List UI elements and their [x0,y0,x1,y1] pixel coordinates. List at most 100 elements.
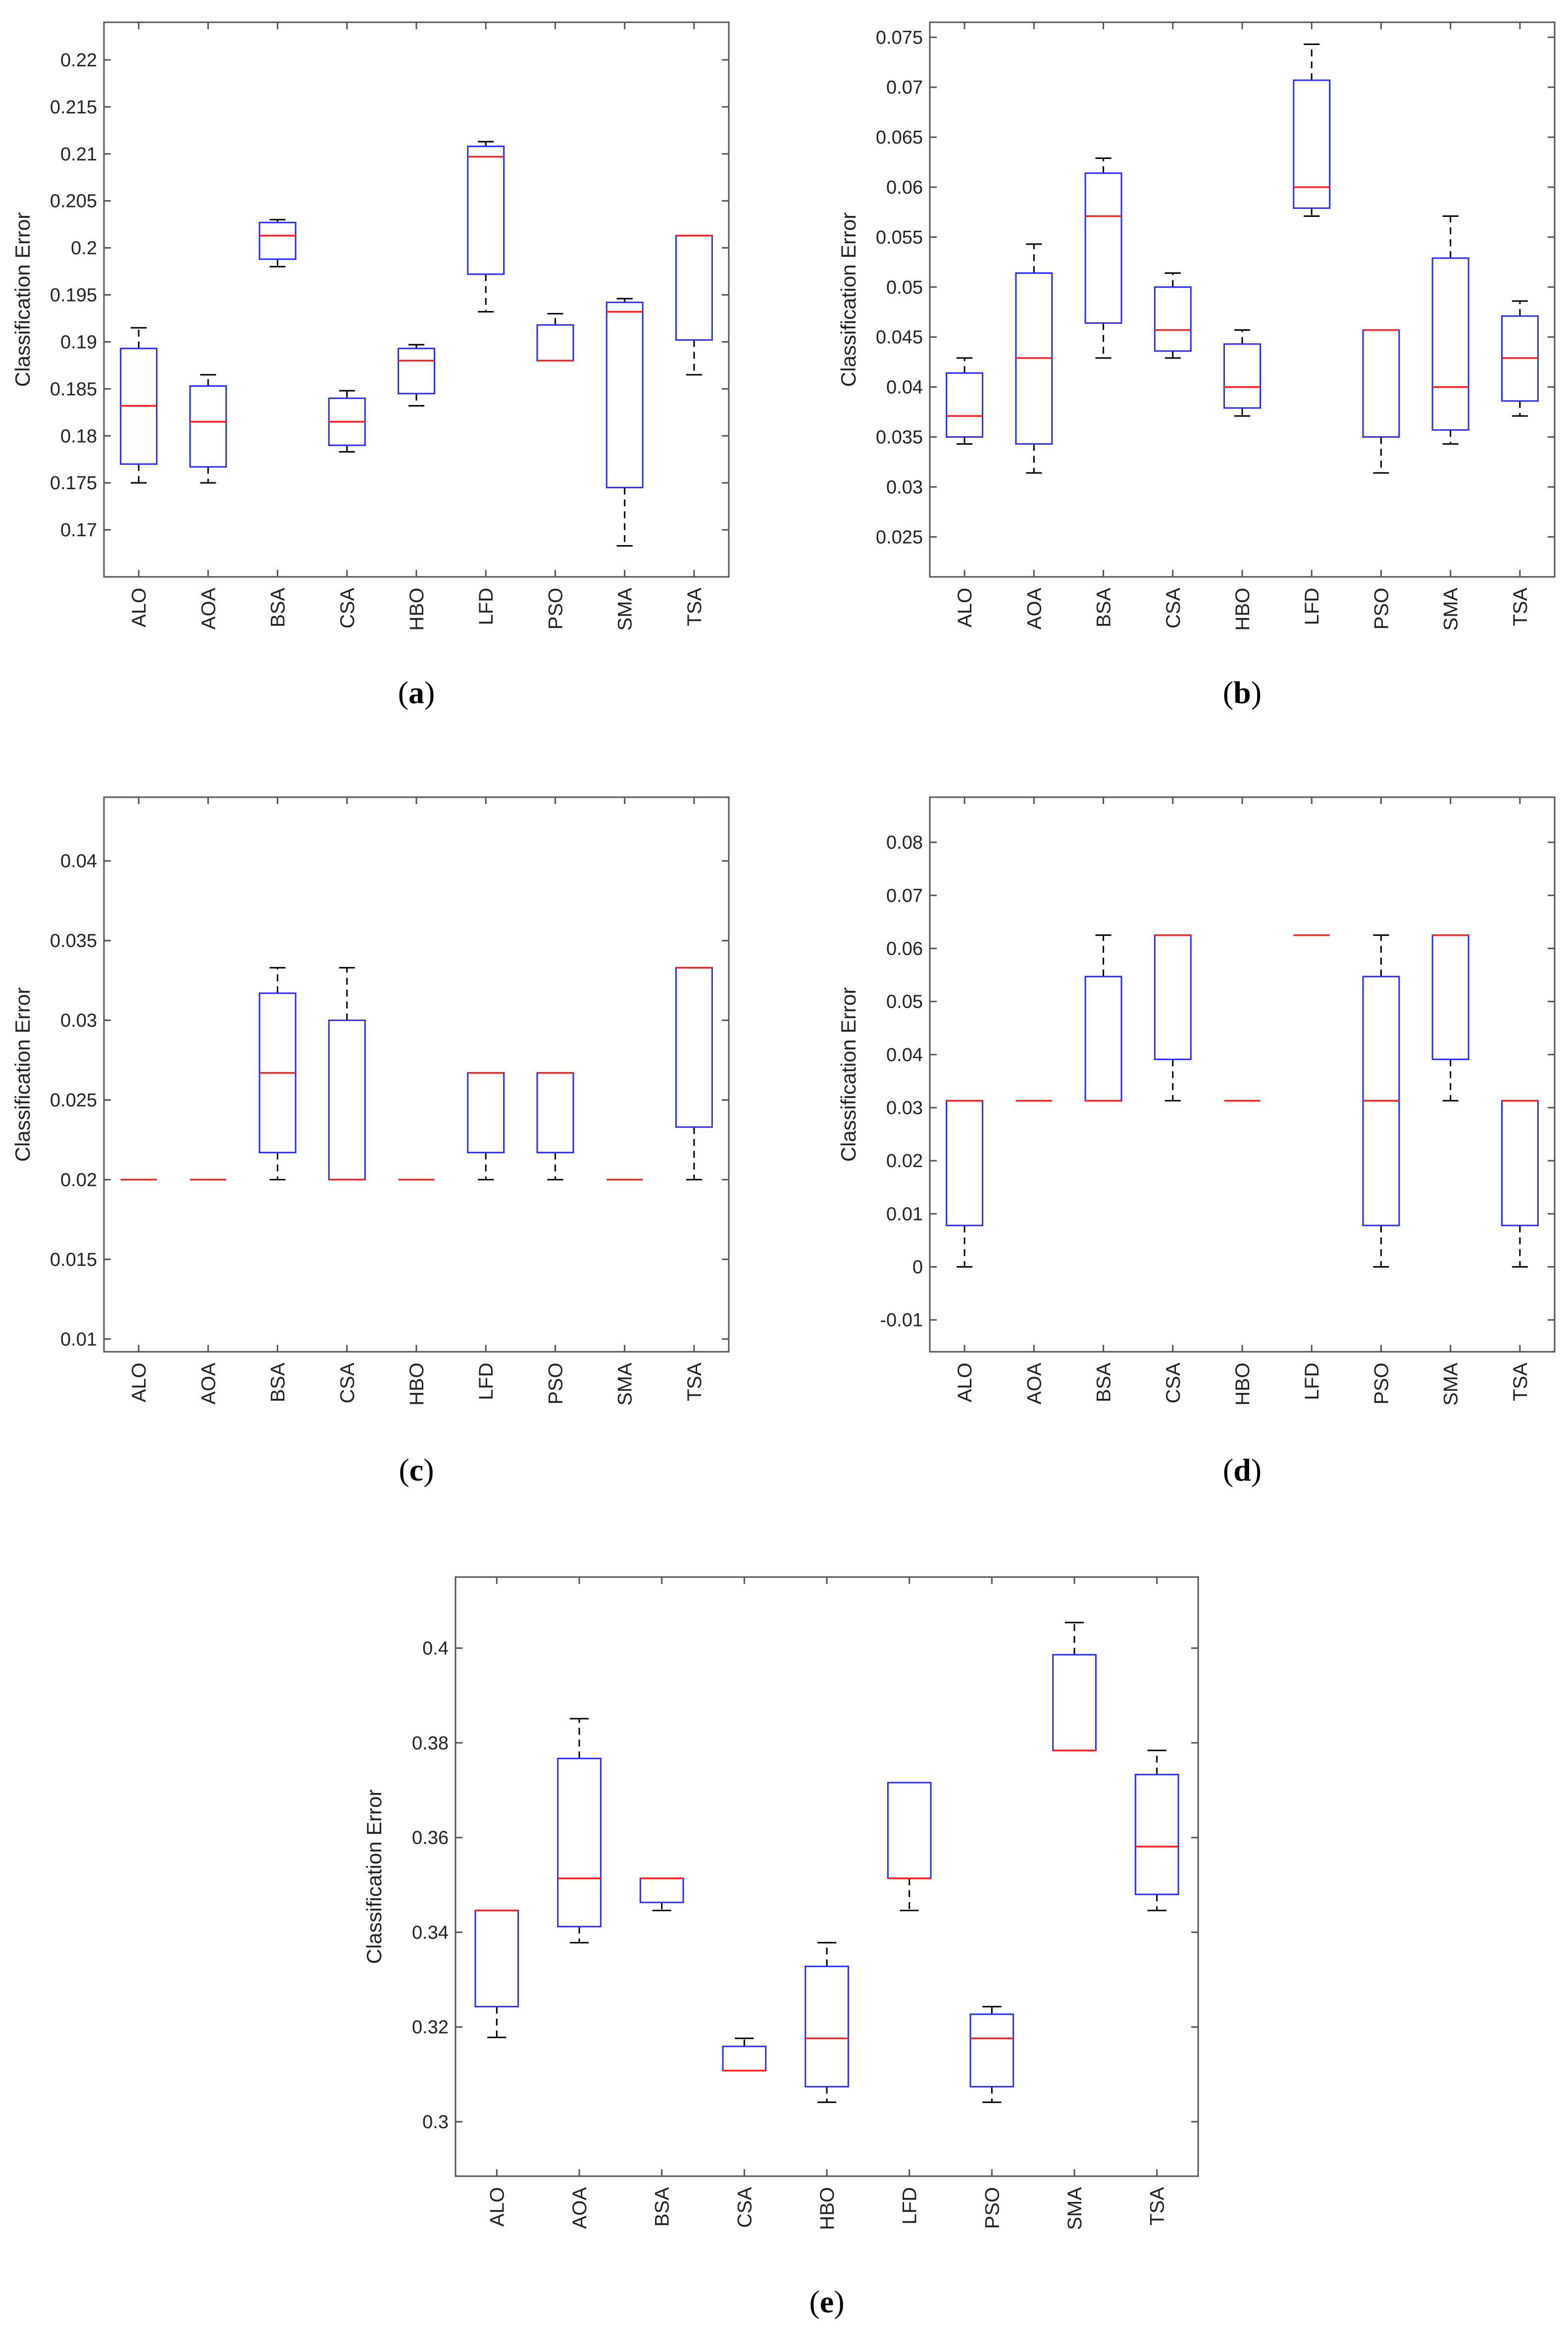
box-sma [1052,1622,1097,1751]
y-tick-label: 0.06 [886,938,923,959]
iqr-box [467,146,505,275]
box-csa [1154,272,1192,359]
iqr-box [557,1757,602,1928]
iqr-box [805,1965,849,2088]
box-sma [1431,215,1469,445]
y-tick-label: 0.05 [886,992,923,1013]
x-tick-label: PSO [545,1363,566,1404]
y-axis-label: Classification Error [837,212,860,387]
x-tick-label: CSA [1163,588,1184,629]
y-tick-label: 0.04 [886,377,923,398]
y-tick-label: -0.01 [880,1310,923,1331]
x-tick-label: TSA [684,588,706,626]
chart-panel-b: 0.025 0.03 0.035 0.04 0.045 0.05 0.055 0.06 0.06… [837,21,1556,710]
y-tick-label: 0.025 [50,1090,97,1111]
box-tsa [675,235,713,376]
x-tick-label: CSA [337,1363,358,1404]
x-tick-label: LFD [1301,588,1323,625]
x-tick-label: HBO [406,588,428,631]
x-tick-label: CSA [734,2187,756,2228]
box-lfd [467,141,505,313]
y-tick-label: 0.08 [886,832,923,853]
y-tick-label: 0.4 [422,1638,449,1659]
box-hbo [398,344,435,407]
x-tick-label: HBO [1232,588,1254,631]
x-tick-label: ALO [954,588,976,627]
box-alo [946,1100,984,1268]
x-tick-label: AOA [1023,588,1045,630]
x-tick-label: SMA [614,1363,636,1406]
box-bsa [639,1877,684,1911]
iqr-box [1431,257,1469,431]
x-tick-label: LFD [899,2187,921,2225]
box-aoa [1015,243,1053,474]
plot-frame [929,21,1556,578]
panel-caption: (d) [1223,1452,1262,1487]
x-tick-label: BSA [1093,588,1115,627]
x-tick-label: AOA [1023,1363,1045,1405]
y-tick-label: 0.3 [422,2112,449,2133]
box-lfd [467,1072,505,1180]
y-tick-label: 0.205 [50,191,97,212]
y-tick-label: 0.21 [60,144,97,165]
box-pso [1362,329,1400,474]
y-tick-label: 0.02 [60,1170,97,1190]
y-tick-label: 0.07 [886,885,923,906]
x-tick-label: CSA [1163,1363,1184,1404]
y-tick-label: 0 [912,1257,923,1278]
x-tick-label: PSO [981,2187,1003,2229]
x-tick-label: LFD [475,588,497,625]
y-tick-label: 0.17 [60,520,97,541]
y-tick-label: 0.215 [50,97,97,118]
x-tick-label: SMA [1440,588,1462,631]
chart-panel-d: -0.01 0 0.01 0.02 0.03 0.04 0.05 0.06 0.07 0.08 Cl… [837,796,1556,1487]
panel-caption: (b) [1223,675,1262,710]
y-tick-label: 0.01 [886,1204,923,1225]
iqr-box [474,1909,519,2008]
x-tick-label: TSA [1510,1363,1531,1401]
iqr-box [675,235,713,341]
plot-frame [103,796,730,1353]
iqr-box [536,1072,574,1154]
x-tick-label: AOA [569,2187,591,2229]
box-pso [1362,934,1400,1268]
x-tick-label: ALO [486,2187,508,2227]
iqr-box [258,221,297,260]
x-tick-label: PSO [545,588,566,629]
iqr-box [189,385,227,468]
y-tick-label: 0.04 [886,1045,923,1066]
y-tick-label: 0.01 [60,1329,97,1350]
y-tick-label: 0.03 [60,1011,97,1031]
x-tick-label: HBO [406,1363,428,1406]
y-tick-label: 0.075 [876,27,923,48]
y-tick-label: 0.185 [50,379,97,400]
box-bsa [1084,934,1122,1102]
x-tick-label: HBO [816,2187,838,2230]
y-tick-label: 0.05 [886,277,923,298]
x-tick-label: PSO [1370,1363,1392,1404]
iqr-box [639,1877,684,1903]
box-sma [1431,934,1469,1102]
iqr-box [1084,975,1122,1102]
y-tick-label: 0.02 [886,1151,923,1172]
panel-caption: (a) [398,675,435,710]
box-tsa [1501,1100,1539,1268]
box-csa [1154,934,1192,1102]
x-tick-label: TSA [684,1363,706,1401]
box-pso [536,312,574,362]
x-tick-label: BSA [267,1363,289,1402]
iqr-box [606,302,644,489]
box-pso [536,1072,574,1180]
y-tick-label: 0.015 [50,1249,97,1270]
iqr-box [536,324,574,361]
x-tick-label: PSO [1370,588,1392,629]
iqr-box [328,1020,366,1180]
y-tick-label: 0.025 [876,527,923,548]
y-axis-label: Classification Error [837,987,860,1162]
box-bsa [258,219,297,268]
iqr-box [1052,1654,1097,1751]
box-lfd [1293,43,1331,217]
iqr-box [887,1782,932,1879]
box-tsa [1501,300,1539,417]
